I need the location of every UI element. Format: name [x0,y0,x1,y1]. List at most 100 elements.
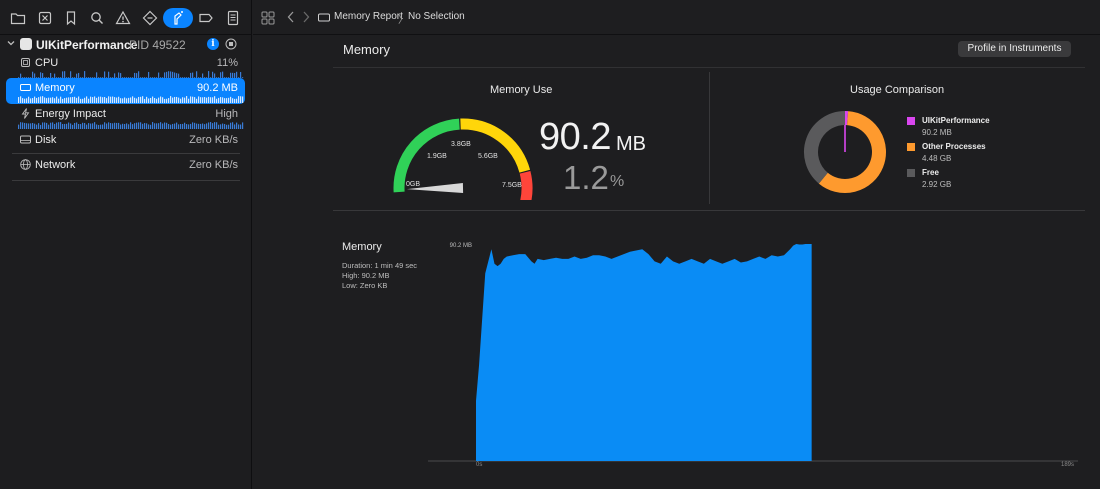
chart-title: Memory [342,241,382,253]
sparkline-bar [124,97,126,103]
sparkline-bar [84,122,86,129]
sparkline-bar [118,72,120,78]
sparkline-bar [48,97,50,103]
chevron-right-icon[interactable] [301,10,311,24]
bookmark-icon[interactable] [60,8,82,28]
folder-icon[interactable] [7,8,29,28]
gauge-tick-label: 5.6GB [478,153,498,160]
debug-navigator: UIKitPerformance PID 49522 i CPU 11% Mem… [0,0,252,489]
sparkline-bar [206,123,208,129]
sparkline-bar [162,123,164,129]
sparkline-bar [30,123,32,129]
sparkline-bar [240,72,242,78]
profile-in-instruments-button[interactable]: Profile in Instruments [958,41,1071,57]
sparkline-bar [186,124,188,129]
memory-use-title: Memory Use [490,84,553,96]
sparkline-bar [86,96,88,103]
sparkline-bar [70,71,72,78]
memory-area [476,244,812,461]
sparkline-bar [164,122,166,129]
gauge-red-arc [519,170,533,200]
gauge-cpu[interactable]: CPU 11% [6,53,245,79]
sparkline-bar [82,98,84,103]
sparkline-bar [188,77,190,78]
memory-icon [20,84,31,91]
process-name: UIKitPerformance [36,38,138,52]
stop-process-icon[interactable] [225,38,237,50]
sparkline-bar [86,77,88,78]
report-list-icon[interactable] [222,8,244,28]
sparkline-bar [18,97,20,103]
breadcrumb-report[interactable]: Memory Report [334,11,403,22]
sparkline-bar [20,73,22,78]
cpu-sparkline [18,71,244,78]
sparkline-bar [120,124,122,129]
sparkline-bar [142,77,144,78]
sparkline-bar [118,122,120,129]
sparkline-bar [80,124,82,129]
sparkline-bar [120,73,122,78]
sparkline-bar [54,98,56,103]
sparkline-bar [104,71,106,78]
sparkline-bar [164,98,166,103]
sparkline-bar [238,77,240,78]
sparkline-bar [138,122,140,129]
info-icon[interactable]: i [207,38,219,50]
sparkline-bar [230,96,232,103]
sparkline-bar [212,71,214,78]
close-square-icon[interactable] [34,8,56,28]
debug-spray-icon[interactable] [163,8,193,28]
gauge-label: Energy Impact [35,108,106,120]
sparkline-bar [52,97,54,103]
sparkline-bar [150,77,152,78]
sparkline-bar [122,77,124,78]
sparkline-bar [236,122,238,129]
sparkline-bar [196,98,198,103]
sparkline-bar [60,122,62,129]
sparkline-bar [124,77,126,78]
sparkline-bar [242,122,244,129]
warning-icon[interactable] [112,8,134,28]
sparkline-bar [220,97,222,103]
gauge-disk[interactable]: Disk Zero KB/s [6,130,245,156]
sparkline-bar [180,98,182,103]
gauge-label: Memory [35,82,75,94]
search-icon[interactable] [86,8,108,28]
gauge-network[interactable]: Network Zero KB/s [6,155,245,181]
sparkline-bar [152,96,154,103]
sparkline-bar [98,77,100,78]
sparkline-bar [154,123,156,129]
sparkline-bar [22,98,24,103]
sparkline-bar [132,77,134,78]
sparkline-bar [212,97,214,103]
sparkline-bar [116,122,118,129]
legend-name: Free [922,168,939,177]
legend-swatch [907,169,915,177]
gauge-label: Disk [35,134,57,146]
sparkline-bar [104,122,106,129]
sparkline-bar [38,77,40,78]
sparkline-bar [110,77,112,78]
sparkline-bar [30,98,32,103]
legend-value: 2.92 GB [922,180,952,189]
gauge-memory[interactable]: Memory 90.2 MB [6,78,245,104]
breadcrumb-selection[interactable]: No Selection [408,11,465,22]
chevron-left-icon[interactable] [286,10,296,24]
grid-icon[interactable] [261,11,275,25]
sparkline-bar [222,123,224,129]
sparkline-bar [114,73,116,78]
sparkline-bar [154,97,156,103]
globe-icon [20,159,31,170]
sparkline-bar [84,71,86,78]
sparkline-bar [226,98,228,103]
gauge-energy[interactable]: Energy Impact High [6,104,245,130]
sparkline-bar [62,123,64,129]
process-row[interactable]: UIKitPerformance PID 49522 i [0,36,252,53]
sparkline-bar [92,77,94,78]
sparkline-bar [224,124,226,129]
label-tag-icon[interactable] [195,8,217,28]
tag-diamond-icon[interactable] [139,8,161,28]
sparkline-bar [42,73,44,78]
chevron-down-icon[interactable] [6,38,16,48]
sparkline-bar [120,98,122,103]
